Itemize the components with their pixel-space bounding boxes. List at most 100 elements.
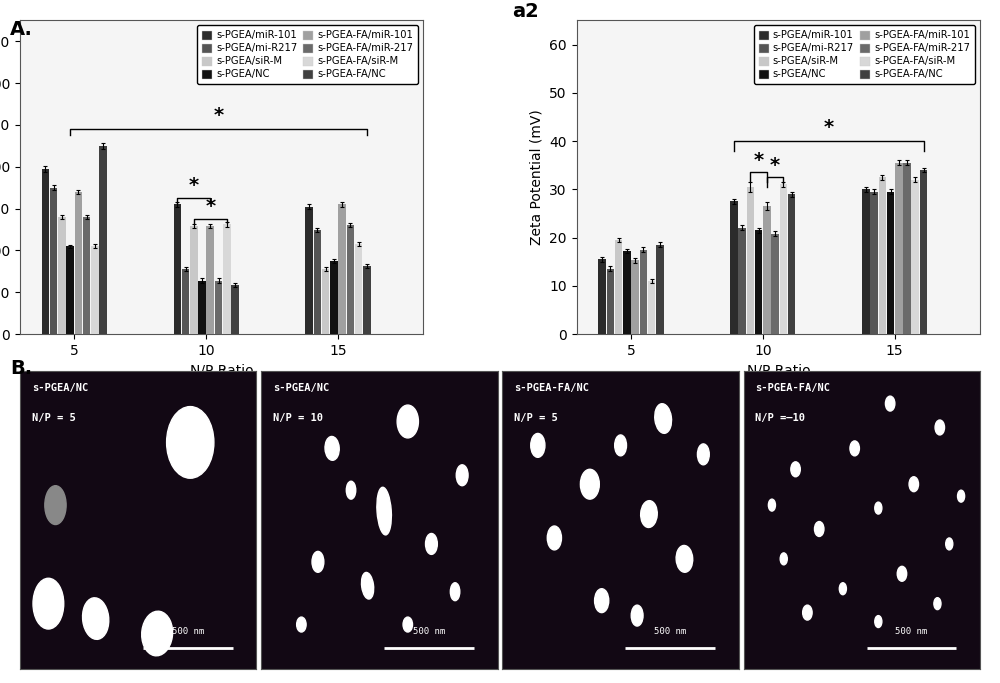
Text: s-PGEA-FA/NC: s-PGEA-FA/NC [755,382,830,393]
Text: 500 nm: 500 nm [172,628,204,637]
Text: A.: A. [10,20,33,40]
Legend: s-PGEA/miR-101, s-PGEA/mi-R217, s-PGEA/siR-M, s-PGEA/NC, s-PGEA-FA/miR-101, s-PG: s-PGEA/miR-101, s-PGEA/mi-R217, s-PGEA/s… [197,25,418,85]
Ellipse shape [297,617,306,632]
Bar [730,201,738,334]
Bar [198,281,206,334]
Bar [911,180,919,334]
Bar [598,260,606,334]
Ellipse shape [791,462,800,477]
Bar [763,206,771,334]
Ellipse shape [875,502,882,514]
Ellipse shape [615,435,627,456]
Ellipse shape [83,598,109,639]
X-axis label: N/P Ratio: N/P Ratio [190,363,253,377]
Bar [347,225,354,334]
Bar [99,146,107,334]
Bar [738,228,746,334]
Bar [355,244,362,334]
Text: N/P = 5: N/P = 5 [32,413,76,423]
Bar [656,245,664,334]
Ellipse shape [45,486,66,525]
Ellipse shape [934,598,941,610]
Ellipse shape [403,617,413,632]
Ellipse shape [531,434,545,458]
Bar [182,269,189,334]
Text: *: * [754,151,764,170]
Bar [862,189,870,334]
Ellipse shape [641,501,657,527]
Ellipse shape [697,444,709,465]
Bar [879,178,886,334]
Ellipse shape [655,404,672,433]
Text: *: * [213,106,224,125]
Ellipse shape [909,477,919,492]
Text: s-PGEA/NC: s-PGEA/NC [32,382,88,393]
Text: *: * [770,156,780,175]
Text: *: * [824,118,834,137]
Bar [58,217,66,334]
Ellipse shape [361,572,374,599]
Bar [903,163,911,334]
Bar [215,281,222,334]
Bar [314,230,321,334]
Ellipse shape [803,605,812,620]
Ellipse shape [814,522,824,536]
Bar [66,247,74,334]
Ellipse shape [595,589,609,613]
Ellipse shape [167,406,214,478]
Bar [648,281,655,334]
Bar [91,247,99,334]
Ellipse shape [325,436,339,460]
Ellipse shape [346,482,356,499]
Ellipse shape [547,526,561,550]
X-axis label: N/P Ratio: N/P Ratio [747,363,810,377]
Ellipse shape [839,583,846,595]
Ellipse shape [897,566,907,581]
Ellipse shape [377,487,391,535]
Ellipse shape [450,583,460,600]
Text: s-PGEA/NC: s-PGEA/NC [273,382,329,393]
Text: 500 nm: 500 nm [895,628,928,637]
Bar [623,251,631,334]
Bar [771,234,779,334]
Bar [920,170,927,334]
Ellipse shape [946,538,953,550]
Bar [206,226,214,334]
Bar [755,230,762,334]
Bar [75,192,82,334]
Ellipse shape [935,420,945,435]
Text: N/P = 10: N/P = 10 [273,413,323,423]
Bar [50,188,57,334]
Text: 500 nm: 500 nm [413,628,445,637]
Ellipse shape [768,499,775,511]
Text: a2: a2 [512,1,539,20]
Legend: s-PGEA/miR-101, s-PGEA/mi-R217, s-PGEA/siR-M, s-PGEA/NC, s-PGEA-FA/miR-101, s-PG: s-PGEA/miR-101, s-PGEA/mi-R217, s-PGEA/s… [754,25,975,85]
Ellipse shape [958,490,965,502]
Ellipse shape [875,615,882,628]
Ellipse shape [780,553,787,565]
Text: N/P = 5: N/P = 5 [514,413,558,423]
Ellipse shape [456,465,468,486]
Text: N/P =‒10: N/P =‒10 [755,413,805,423]
Bar [631,260,639,334]
Bar [640,249,647,334]
Ellipse shape [631,605,643,626]
Bar [190,226,198,334]
Text: *: * [189,176,199,195]
Bar [231,285,239,334]
Bar [305,206,313,334]
Y-axis label: Zeta Potential (mV): Zeta Potential (mV) [530,109,544,245]
Bar [788,194,795,334]
Text: *: * [205,197,215,216]
Bar [83,217,90,334]
Bar [747,187,754,334]
Bar [42,169,49,334]
Bar [363,266,371,334]
Ellipse shape [676,546,693,572]
Text: B.: B. [10,359,32,378]
Bar [887,192,894,334]
Ellipse shape [885,396,895,411]
Bar [338,204,346,334]
Bar [895,163,903,334]
Text: s-PGEA-FA/NC: s-PGEA-FA/NC [514,382,589,393]
